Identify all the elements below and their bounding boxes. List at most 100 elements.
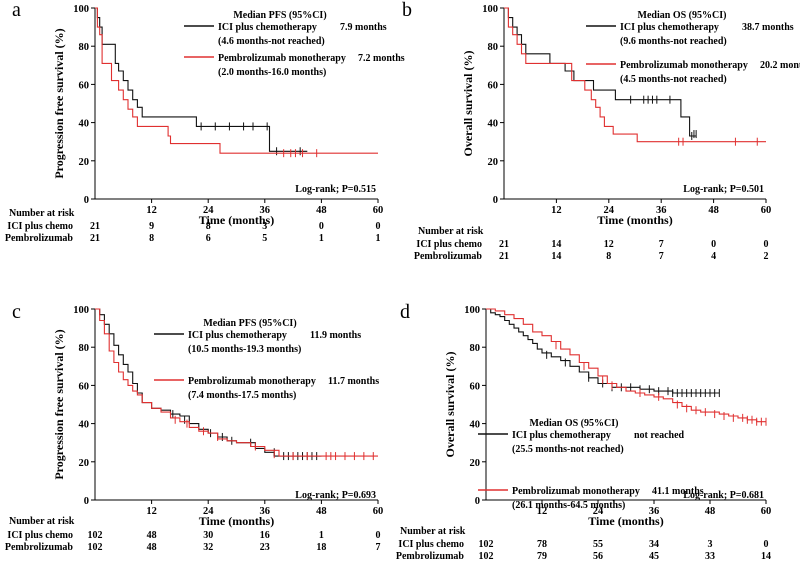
risk-value: 8 [606,251,611,262]
y-tick-label: 40 [79,119,90,130]
legend-label-pembro: Pembrolizumab monotherapy [620,60,748,71]
legend-median-ici: not reached [634,430,685,441]
x-tick-label: 60 [373,506,384,517]
risk-row-label: Pembrolizumab [5,233,74,244]
legend-label-ici: ICI plus chemotherapy [218,22,317,33]
panel-c: c 0 20 40 60 80 100 12 24 36 48 60 Time (months) Prog… [5,301,383,553]
risk-value: 32 [203,542,213,553]
y-tick-label: 20 [470,458,481,469]
legend-median-pembro: 11.7 months [328,376,379,387]
panel-letter: c [12,301,21,323]
panel-letter: d [400,301,410,323]
x-tick-label: 48 [708,205,719,216]
risk-row-label: ICI plus chemo [7,530,73,541]
risk-value: 56 [593,551,603,562]
y-tick-label: 100 [464,305,480,316]
x-tick-label: 60 [373,205,384,216]
x-tick-label: 48 [316,506,327,517]
risk-value: 0 [376,530,381,541]
x-tick-label: 24 [203,506,214,517]
logrank-label: Log-rank; P=0.681 [683,490,764,501]
y-tick-label: 40 [488,119,499,130]
risk-value: 55 [593,539,603,550]
x-tick-label: 36 [260,205,271,216]
x-tick-label: 24 [203,205,214,216]
risk-title: Number at risk [9,516,75,527]
y-tick-label: 0 [475,496,480,507]
risk-value: 8 [206,221,211,232]
legend: Median OS (95%CI)ICI plus chemotherapy no… [478,418,704,511]
legend-median-pembro: 7.2 months [358,53,405,64]
legend-title: Median PFS (95%CI) [203,318,296,329]
x-tick-label: 36 [260,506,271,517]
legend-ci-pembro: (2.0 months-16.0 months) [218,67,326,78]
x-axis-title: Time (months) [597,213,672,227]
x-tick-label: 60 [761,506,772,517]
y-tick-label: 60 [79,80,90,91]
x-tick-label: 36 [649,506,660,517]
risk-value: 1 [376,233,381,244]
legend: Median PFS (95%CI)ICI plus chemotherapy 7… [184,10,405,78]
risk-value: 0 [764,539,769,550]
legend-median-pembro: 41.1 months [652,486,704,497]
legend-label-ici: ICI plus chemotherapy [620,22,719,33]
risk-value: 12 [604,239,614,250]
x-tick-label: 36 [656,205,667,216]
risk-value: 102 [88,530,103,541]
risk-value: 3 [708,539,713,550]
risk-value: 48 [147,542,157,553]
risk-value: 79 [537,551,547,562]
risk-value: 78 [537,539,547,550]
legend-ci-pembro: (26.1 months-64.5 months) [512,500,625,511]
legend-median-ici: 7.9 months [340,22,387,33]
km-curve-pembro [486,308,766,423]
y-tick-label: 80 [488,42,499,53]
km-curve-pembro [95,308,378,457]
x-tick-label: 48 [705,506,716,517]
panel-d: d 0 20 40 60 80 100 12 24 36 48 60 Time (months) Over… [396,301,771,562]
risk-value: 102 [479,551,494,562]
risk-value: 21 [499,239,509,250]
km-curve-pembro [504,7,766,143]
legend-title: Median OS (95%CI) [530,418,619,429]
legend-label-ici: ICI plus chemotherapy [512,430,611,441]
risk-row-label: Pembrolizumab [5,542,74,553]
y-tick-label: 80 [79,42,90,53]
risk-value: 18 [316,542,326,553]
y-axis-title: Overall survival (%) [461,51,475,157]
risk-value: 102 [479,539,494,550]
legend: Median OS (95%CI)ICI plus chemotherapy 38… [586,10,800,85]
risk-value: 14 [761,551,771,562]
y-tick-label: 0 [493,195,498,206]
y-tick-label: 20 [79,458,90,469]
risk-value: 23 [260,542,270,553]
legend-ci-ici: (9.6 months-not reached) [620,36,727,47]
y-tick-label: 100 [73,305,89,316]
risk-value: 4 [711,251,716,262]
risk-row-label: ICI plus chemo [398,539,464,550]
y-tick-label: 60 [488,80,499,91]
legend-label-pembro: Pembrolizumab monotherapy [188,376,316,387]
risk-value: 48 [147,530,157,541]
panel-letter: b [402,0,412,21]
x-tick-label: 12 [537,506,548,517]
legend-median-ici: 38.7 months [742,22,794,33]
x-axis-title: Time (months) [199,213,274,227]
risk-value: 21 [499,251,509,262]
y-tick-label: 60 [79,381,90,392]
risk-value: 21 [90,221,100,232]
legend-ci-ici: (25.5 months-not reached) [512,444,624,455]
risk-value: 0 [319,221,324,232]
x-tick-label: 12 [146,205,157,216]
y-axis-title: Overall survival (%) [443,352,457,458]
legend-label-ici: ICI plus chemotherapy [188,330,287,341]
risk-value: 9 [149,221,154,232]
risk-value: 16 [260,530,270,541]
x-tick-label: 12 [551,205,562,216]
risk-value: 0 [376,221,381,232]
risk-row-label: Pembrolizumab [414,251,483,262]
legend-label-pembro: Pembrolizumab monotherapy [218,53,346,64]
legend-median-pembro: 20.2 months [760,60,800,71]
km-curve-pembro [95,7,378,154]
